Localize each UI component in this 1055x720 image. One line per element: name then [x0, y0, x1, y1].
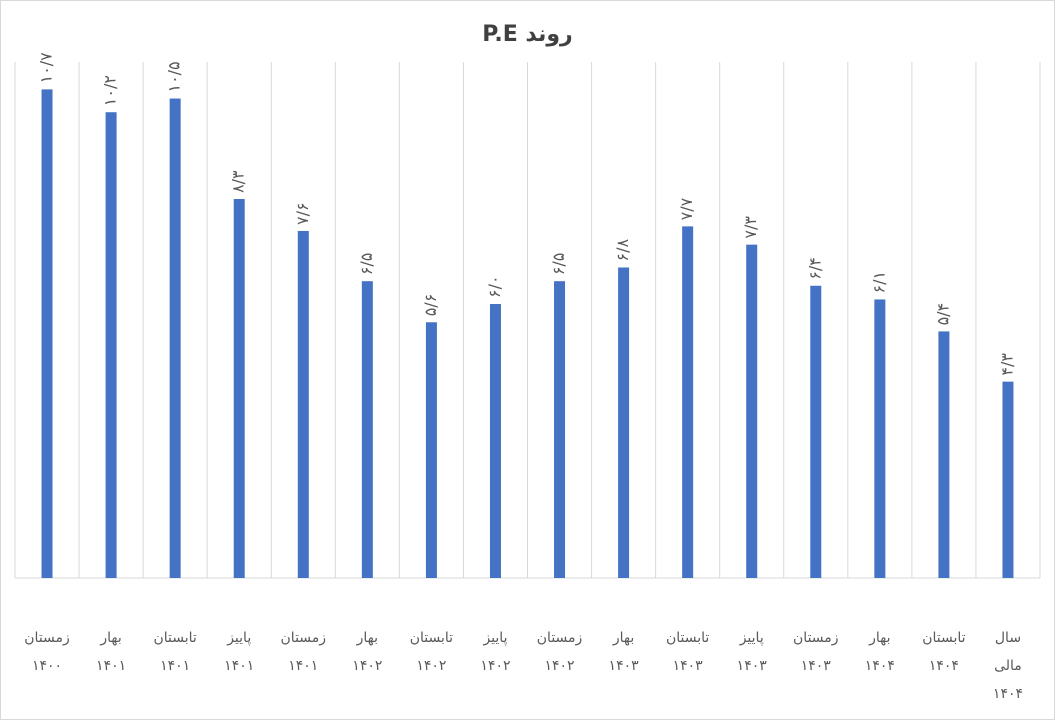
data-label: ۵/۴ — [933, 303, 952, 326]
category-label: تابستان ۱۴۰۲ — [409, 630, 454, 674]
bar — [169, 98, 181, 578]
category-label: بهار ۱۴۰۳ — [608, 630, 639, 674]
category-label: زمستان ۱۴۰۱ — [280, 630, 327, 674]
data-label: ۶/۱ — [869, 271, 888, 294]
category-label: زمستان ۱۴۰۳ — [793, 630, 839, 674]
data-label: ۵/۶ — [421, 294, 440, 317]
data-label: ۷/۶ — [293, 202, 312, 225]
bar — [810, 285, 822, 578]
category-label: زمستان ۱۴۰۲ — [536, 630, 583, 674]
bar — [425, 322, 437, 578]
data-label: ۴/۳ — [997, 353, 1016, 376]
data-label: ۱۰/۵ — [165, 61, 184, 92]
data-label: ۱۰/۷ — [37, 52, 56, 84]
data-label: ۱۰/۲ — [101, 75, 120, 106]
category-label: سال مالی ۱۴۰۴ — [992, 630, 1023, 702]
category-label: بهار ۱۴۰۲ — [352, 630, 383, 674]
data-label: ۸/۳ — [229, 170, 248, 193]
category-label: پاییز ۱۴۰۱ — [224, 630, 255, 674]
data-label: ۶/۸ — [613, 239, 632, 262]
bar — [361, 281, 373, 578]
category-label: پاییز ۱۴۰۲ — [480, 630, 511, 674]
category-label: زمستان ۱۴۰۰ — [24, 630, 70, 674]
bar — [1002, 381, 1014, 578]
data-label: ۶/۴ — [805, 257, 824, 280]
bar — [105, 112, 117, 578]
category-label: تابستان ۱۴۰۳ — [665, 630, 710, 674]
data-label: ۷/۳ — [741, 216, 760, 239]
bar — [297, 230, 309, 578]
category-label: تابستان ۱۴۰۴ — [922, 630, 966, 674]
bar — [938, 331, 950, 578]
data-label: ۶/۰ — [485, 275, 504, 298]
chart-title: روند P.E — [482, 22, 573, 47]
bar — [41, 89, 53, 579]
bar — [618, 267, 630, 578]
bar — [489, 304, 501, 578]
bar — [682, 226, 694, 578]
category-label: بهار ۱۴۰۱ — [96, 630, 127, 674]
bar — [874, 299, 886, 578]
bar — [554, 281, 566, 578]
bar — [233, 198, 245, 578]
category-label: پاییز ۱۴۰۳ — [736, 630, 767, 674]
category-label: بهار ۱۴۰۴ — [864, 630, 895, 674]
data-label: ۶/۵ — [549, 253, 568, 276]
data-label: ۶/۵ — [357, 253, 376, 276]
category-label: تابستان ۱۴۰۱ — [153, 630, 197, 674]
data-label: ۷/۷ — [677, 197, 696, 220]
bar — [746, 244, 758, 579]
